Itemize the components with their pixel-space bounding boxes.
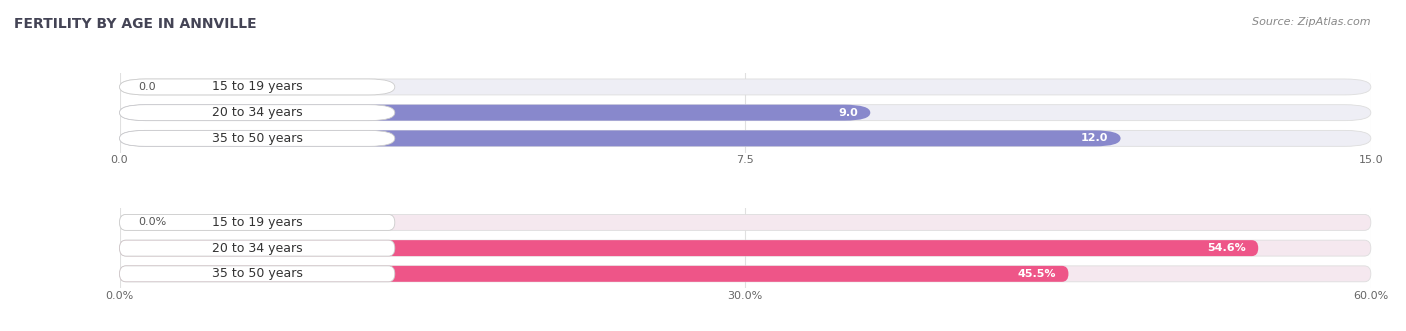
FancyBboxPatch shape xyxy=(120,240,1371,256)
Text: 15 to 19 years: 15 to 19 years xyxy=(212,216,302,229)
Text: 20 to 34 years: 20 to 34 years xyxy=(212,242,302,255)
FancyBboxPatch shape xyxy=(120,214,395,230)
FancyBboxPatch shape xyxy=(120,266,1371,282)
FancyBboxPatch shape xyxy=(120,105,870,120)
FancyBboxPatch shape xyxy=(120,130,1371,146)
Text: 45.5%: 45.5% xyxy=(1018,269,1056,279)
FancyBboxPatch shape xyxy=(120,105,1371,120)
Text: 0.0: 0.0 xyxy=(138,82,156,92)
Text: 15 to 19 years: 15 to 19 years xyxy=(212,80,302,93)
Text: 12.0: 12.0 xyxy=(1081,133,1108,143)
Text: 20 to 34 years: 20 to 34 years xyxy=(212,106,302,119)
FancyBboxPatch shape xyxy=(120,266,395,282)
FancyBboxPatch shape xyxy=(120,266,1069,282)
FancyBboxPatch shape xyxy=(120,130,395,146)
Text: Source: ZipAtlas.com: Source: ZipAtlas.com xyxy=(1253,17,1371,26)
FancyBboxPatch shape xyxy=(120,240,395,256)
Text: FERTILITY BY AGE IN ANNVILLE: FERTILITY BY AGE IN ANNVILLE xyxy=(14,17,257,30)
Text: 35 to 50 years: 35 to 50 years xyxy=(212,267,302,280)
Text: 9.0: 9.0 xyxy=(838,108,858,118)
FancyBboxPatch shape xyxy=(120,214,1371,230)
Text: 54.6%: 54.6% xyxy=(1206,243,1246,253)
Text: 35 to 50 years: 35 to 50 years xyxy=(212,132,302,145)
FancyBboxPatch shape xyxy=(120,79,395,95)
FancyBboxPatch shape xyxy=(120,79,1371,95)
FancyBboxPatch shape xyxy=(120,105,395,120)
Text: 0.0%: 0.0% xyxy=(138,217,166,227)
FancyBboxPatch shape xyxy=(120,240,1258,256)
FancyBboxPatch shape xyxy=(120,130,1121,146)
